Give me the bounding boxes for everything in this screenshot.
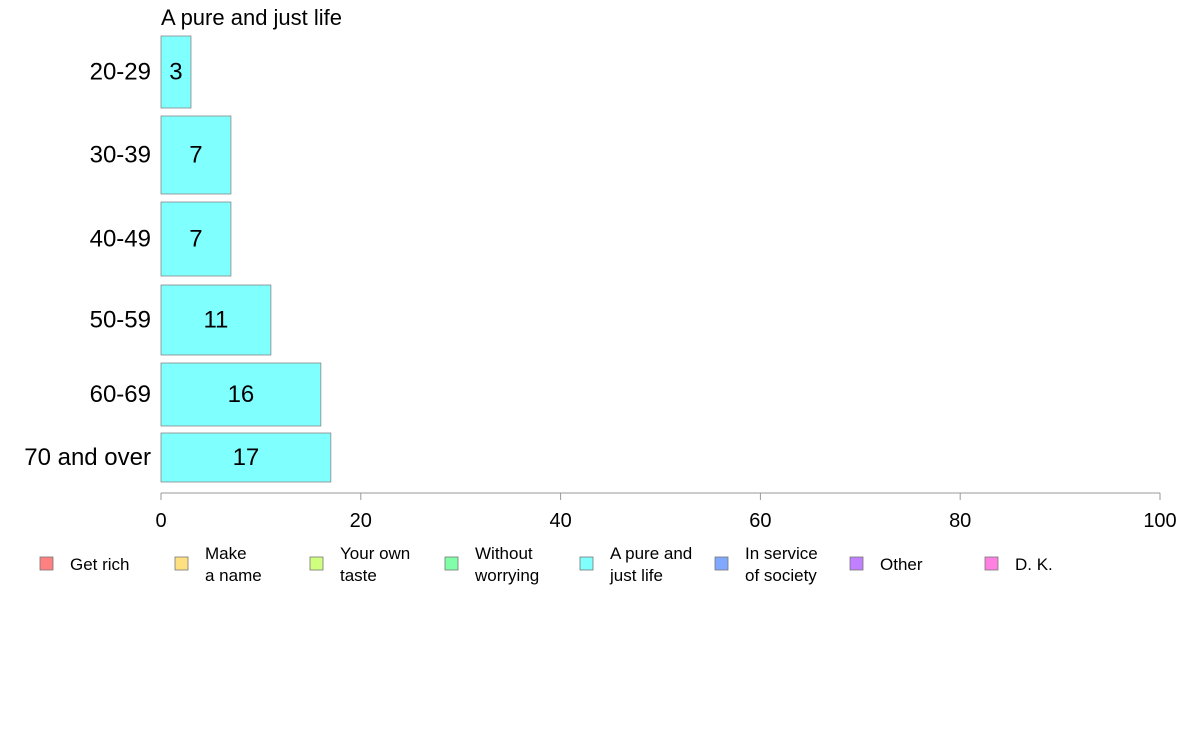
value-label: 7 — [189, 226, 202, 253]
x-tick-label: 60 — [749, 510, 771, 532]
legend-swatch — [309, 556, 324, 571]
category-labels: 20-29 30-39 40-49 50-59 60-69 70 and over — [24, 59, 151, 472]
legend-label: Your own taste — [340, 544, 410, 585]
legend-label: D. K. — [1015, 555, 1053, 574]
value-label: 17 — [233, 444, 260, 471]
legend-swatch — [849, 556, 864, 571]
value-label: 16 — [228, 381, 255, 408]
category-label: 70 and over — [24, 444, 151, 471]
bar-20-29 — [160, 35, 192, 109]
value-label: 7 — [189, 142, 202, 169]
legend-label: In service of society — [745, 544, 818, 585]
value-label: 11 — [203, 307, 228, 334]
x-tick-label: 100 — [1143, 510, 1176, 532]
legend-swatch — [714, 556, 729, 571]
legend-label: Other — [880, 555, 923, 574]
legend-label: A pure and just life — [609, 544, 692, 585]
category-label: 30-39 — [90, 142, 151, 169]
legend-label: Get rich — [70, 555, 130, 574]
bar-50-59 — [160, 284, 272, 356]
x-tick-label: 0 — [155, 510, 166, 532]
legend-swatch — [39, 556, 54, 571]
legend-label: Without worrying — [474, 544, 539, 585]
bars-group — [160, 35, 332, 483]
x-tick-label: 20 — [350, 510, 372, 532]
bar-40-49 — [160, 201, 232, 277]
bar-30-39 — [160, 115, 232, 195]
legend-swatch — [579, 556, 594, 571]
category-label: 20-29 — [90, 59, 151, 86]
x-axis: 0 20 40 60 80 100 — [155, 492, 1177, 532]
chart-title: A pure and just life — [161, 5, 342, 30]
legend-swatch — [444, 556, 459, 571]
legend-swatch — [984, 556, 999, 571]
x-tick-label: 40 — [549, 510, 571, 532]
legend-label: Make a name — [205, 544, 262, 585]
legend: Get rich Make a name Your own taste Without wo… — [39, 544, 1053, 585]
category-label: 40-49 — [90, 226, 151, 253]
category-label: 50-59 — [90, 307, 151, 334]
value-labels: 3 7 7 11 16 17 — [169, 59, 259, 472]
bar-60-69 — [160, 362, 322, 427]
legend-swatch — [174, 556, 189, 571]
x-tick-label: 80 — [949, 510, 971, 532]
bar-70-and-over — [160, 432, 332, 483]
value-label: 3 — [169, 59, 182, 86]
category-label: 60-69 — [90, 381, 151, 408]
